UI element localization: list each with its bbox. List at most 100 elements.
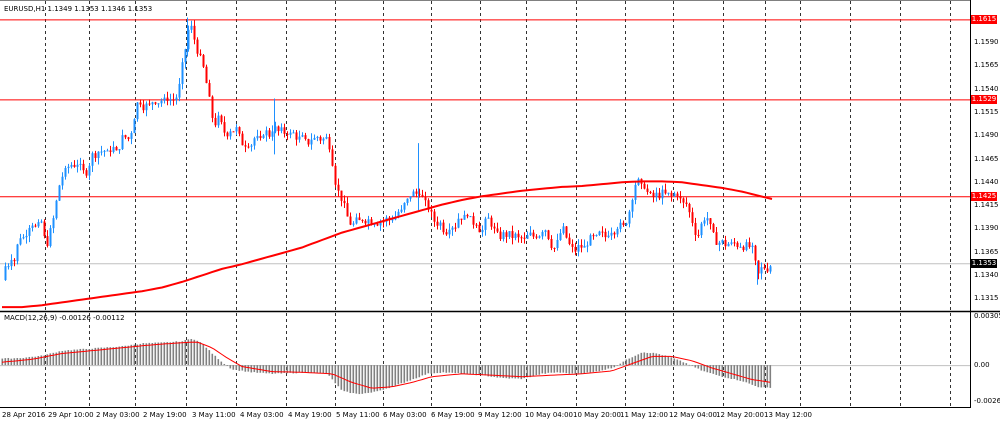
bear-candle [433,211,436,222]
macd-bar [517,365,520,379]
bear-candle [304,135,307,140]
macd-bar [73,349,76,366]
macd-bar [568,365,571,374]
time-axis-label: 12 May 20:00 [716,411,765,419]
macd-bar [370,365,373,393]
macd-bar [475,365,478,376]
bear-candle [238,127,241,134]
macd-bar [580,365,583,374]
bull-candle [628,211,631,224]
macd-bar [538,365,541,375]
bear-candle [658,192,661,199]
macd-bar [523,365,526,379]
bear-candle [574,246,577,252]
macd-bar [154,342,157,366]
macd-signal-line [1,341,771,389]
macd-bar [484,365,487,376]
bear-candle [328,137,331,150]
macd-bar [655,353,658,366]
macd-bar [520,365,523,380]
bull-candle [19,238,22,245]
macd-bar [487,365,490,377]
bear-candle [475,224,478,226]
macd-bar [112,347,115,366]
bear-candle [214,117,217,126]
bear-candle [445,232,448,235]
bear-candle [499,231,502,240]
macd-bar [697,365,700,369]
bear-candle [424,196,427,201]
macd-bar [319,365,322,373]
bear-candle [148,103,151,105]
macd-bar [439,365,442,373]
bear-candle [142,104,145,111]
macd-bar [361,365,364,394]
bear-candle [691,212,694,223]
bull-candle [274,126,277,132]
bull-candle [367,219,370,224]
macd-bar [151,342,154,366]
bull-candle [745,242,748,251]
bear-candle [247,146,250,148]
macd-bar [454,365,457,374]
macd-bar [742,365,745,382]
macd-bar [541,365,544,374]
bear-candle [268,130,271,137]
bear-candle [472,216,475,225]
bear-candle [601,231,604,233]
macd-bar [364,365,367,394]
macd-bar [247,365,250,372]
macd-bar [478,365,481,375]
macd-bar [403,365,406,383]
bear-candle [82,163,85,171]
macd-bar [706,365,709,373]
bear-candle [643,183,646,189]
macd-bar [181,341,184,366]
time-axis-label: 4 May 19:00 [288,411,332,419]
bull-candle [58,185,61,201]
bull-candle [67,166,70,169]
macd-bar [223,363,226,366]
macd-bar [529,365,532,378]
macd-bar [229,365,232,369]
price-axis-label: 1.1565 [974,61,999,70]
bull-candle [577,244,580,252]
bear-candle [295,132,298,140]
macd-bar [178,341,181,366]
bull-candle [316,136,319,138]
macd-bar [316,365,319,373]
macd-bar [37,356,40,366]
macd-bar [376,365,379,392]
macd-bar [13,358,16,366]
bear-candle [124,135,127,138]
bear-candle [511,231,514,238]
bull-candle [271,131,274,137]
macd-bar [574,365,577,374]
macd-bar [76,349,79,366]
macd-bar [451,365,454,373]
macd-bar [49,353,52,366]
bull-candle [469,216,472,218]
bear-candle [340,190,343,201]
macd-bar [502,365,505,378]
price-axis-label: 1.1340 [974,270,999,279]
macd-bar [589,365,592,373]
macd-bar [217,359,220,366]
bull-candle [169,99,172,101]
macd-bar [712,365,715,374]
macd-bar [547,365,550,373]
bull-candle [160,100,163,104]
macd-bar [703,365,706,372]
macd-bar [313,365,316,373]
bull-candle [760,267,763,274]
bull-candle [322,138,325,141]
bull-candle [157,103,160,105]
price-axis-label: 1.1440 [974,177,999,186]
bull-candle [52,218,55,229]
bull-candle [667,192,670,194]
macd-bar [514,365,517,379]
bull-candle [175,97,178,101]
bear-candle [421,194,424,197]
bull-candle [130,133,133,139]
